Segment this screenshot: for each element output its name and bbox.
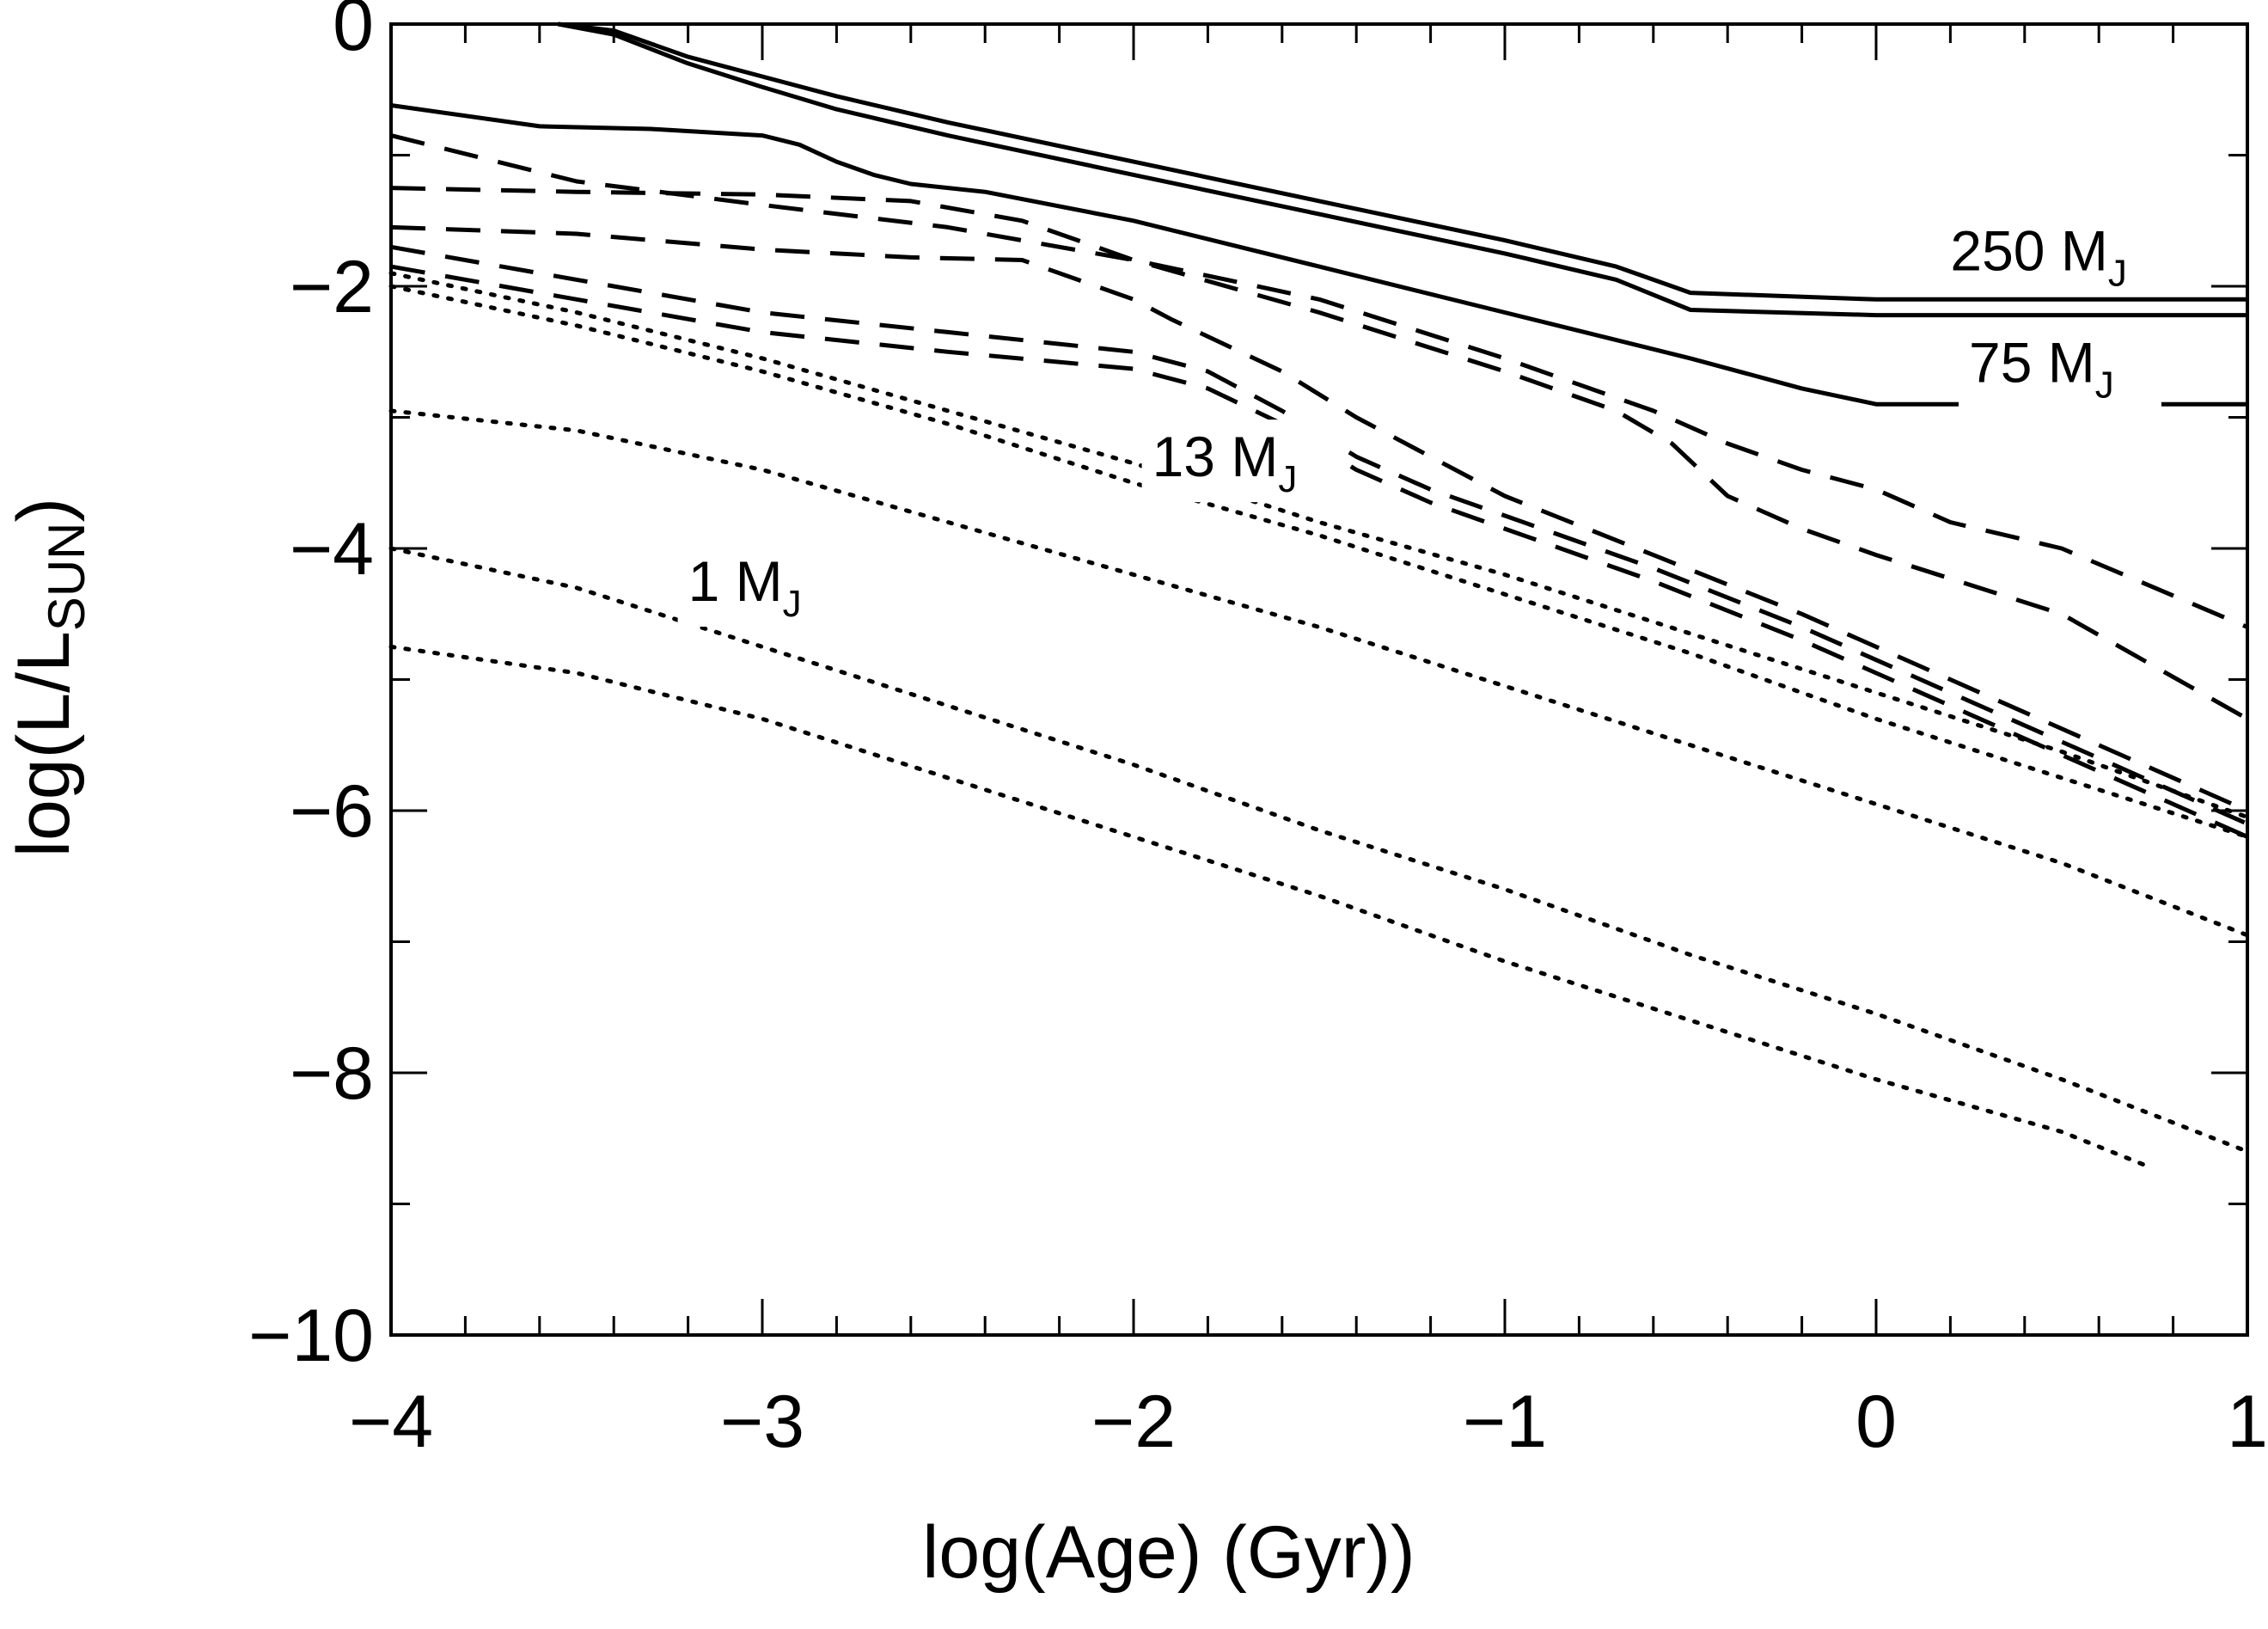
curve-label-main: 250 M	[1950, 219, 2107, 283]
curve-label-sub: J	[1278, 458, 1297, 500]
y-tick-label: −2	[290, 246, 374, 328]
x-tick-label: −2	[1091, 1381, 1176, 1463]
series-line-planet-3	[388, 408, 2250, 938]
curve-label-13: 13 MJ	[1152, 425, 1298, 500]
series-line-bd-1	[390, 133, 2248, 629]
x-tick-label: 1	[2227, 1381, 2268, 1463]
curve-label-75: 75 MJ	[1969, 330, 2114, 406]
y-tick-label: 0	[333, 0, 374, 66]
series-line-star-250	[557, 21, 2247, 318]
x-tick-label: 0	[1855, 1381, 1897, 1463]
series-line-planet-1	[388, 271, 2250, 820]
curve-label-bg	[677, 544, 843, 627]
y-tick-label: −8	[290, 1032, 374, 1115]
curve-label-main: 1 M	[688, 549, 783, 613]
curve-label-bg	[1141, 419, 1345, 503]
y-tick-label: −6	[290, 770, 374, 853]
y-tick-label: −4	[290, 508, 374, 591]
curve-label-sub: J	[783, 583, 802, 625]
curve-label-main: 13 M	[1152, 425, 1279, 488]
curve-label-1: 1 MJ	[688, 549, 802, 625]
curve-label-250: 250 MJ	[1950, 219, 2126, 295]
x-tick-label: −3	[720, 1381, 804, 1463]
series-layer	[388, 21, 2250, 1167]
curve-label-bg	[1959, 325, 2161, 408]
series-line-star-top	[558, 21, 2247, 302]
series-line-bd-4	[390, 244, 2249, 826]
series-line-planet-5	[388, 644, 2146, 1167]
plot-frame	[389, 22, 2249, 1337]
y-axis-title-main: log(L/L	[3, 631, 85, 857]
y-axis-title-close: )	[3, 498, 85, 523]
curve-label-bg	[1940, 213, 2181, 297]
curve-label-main: 75 M	[1969, 330, 2095, 394]
y-tick-label: −10	[248, 1295, 374, 1377]
x-axis-title: log(Age) (Gyr))	[922, 1511, 1415, 1594]
series-line-planet-4	[388, 546, 2250, 1154]
x-tick-label: −1	[1463, 1381, 1547, 1463]
curve-label-sub: J	[2108, 253, 2127, 295]
x-tick-label: −4	[349, 1381, 433, 1463]
series-line-bd-3	[390, 224, 2249, 813]
y-axis-title-sub: SUN	[38, 522, 95, 631]
curve-label-sub: J	[2095, 364, 2114, 406]
series-line-star-75	[390, 103, 2247, 407]
y-axis-title: log(L/LSUN)	[3, 498, 95, 857]
series-line-bd-5	[390, 264, 2249, 839]
